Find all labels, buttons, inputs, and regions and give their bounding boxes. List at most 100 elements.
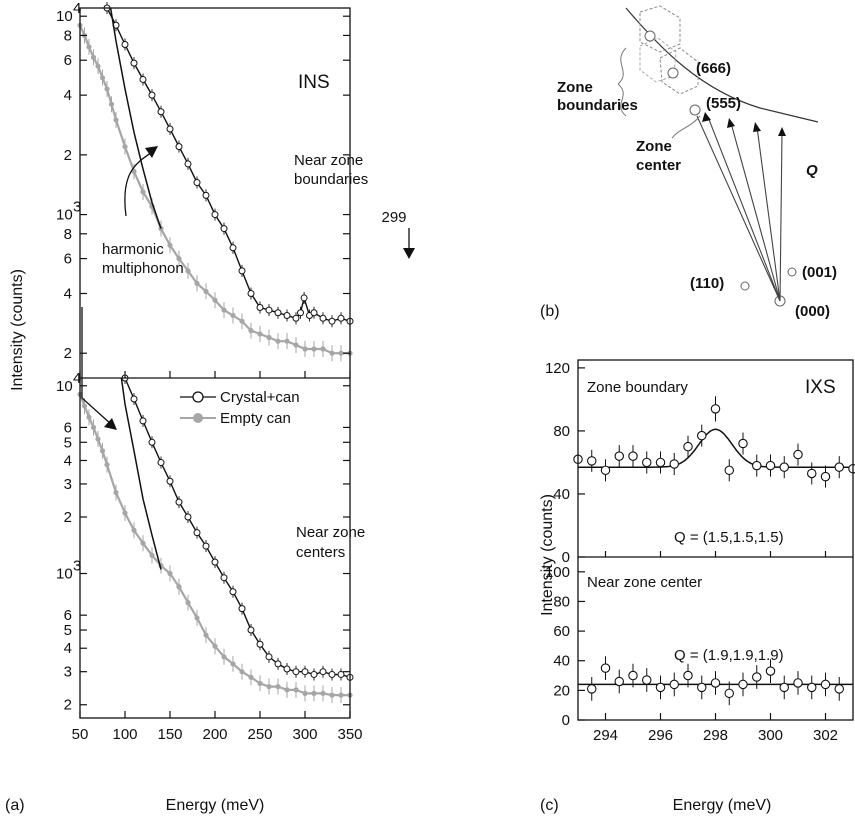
x-tick-label: 50	[72, 726, 89, 743]
y-tick-label: 0	[562, 712, 570, 729]
crystal-can-point	[121, 41, 129, 49]
ixs-point	[793, 449, 803, 460]
crystal-can-point	[148, 438, 156, 446]
ixs-point	[765, 460, 776, 471]
y-tick-label: 120	[545, 360, 570, 377]
empty-can-point	[230, 312, 236, 319]
crystal-can-point	[229, 588, 237, 596]
y-tick-label: 4	[64, 87, 72, 104]
zone-boundary-label: Zone boundary	[587, 379, 688, 396]
lattice-point-555	[689, 104, 701, 116]
empty-can-point	[176, 584, 182, 590]
empty-can-point	[257, 680, 263, 686]
empty-can-point	[194, 280, 200, 286]
harmonic-arrowhead-upper	[145, 146, 158, 158]
empty-can-point	[113, 489, 119, 496]
panel-c-lower-plot	[578, 656, 853, 706]
crystal-can-point	[130, 59, 138, 67]
label-001: (001)	[802, 264, 837, 281]
lattice-point-666-a	[644, 30, 656, 42]
y-tick-label: 5	[64, 622, 72, 639]
lattice-point-110	[740, 281, 750, 291]
empty-can-point	[257, 331, 263, 337]
y-tick-label: 80	[553, 423, 570, 440]
empty-can-point	[81, 403, 88, 409]
harmonic-arrow-lower	[81, 307, 113, 426]
empty-can-point	[311, 690, 317, 696]
x-tick-label: 200	[202, 726, 227, 743]
y-tick-label: 2	[64, 147, 72, 164]
hexagon-zone-1	[639, 5, 681, 53]
empty-can-point	[275, 338, 281, 344]
empty-can-point	[212, 297, 218, 303]
empty-can-point	[248, 674, 254, 680]
panel-a-xlabel: Energy (meV)	[166, 797, 265, 814]
panel-c-xlabel: Energy (meV)	[673, 797, 772, 814]
crystal-can-point	[292, 314, 300, 322]
ixs-point	[710, 678, 721, 688]
crystal-can-point	[220, 574, 228, 582]
crystal-can-point	[166, 477, 174, 485]
empty-can-point	[329, 350, 335, 356]
legend-crystal-marker	[192, 391, 204, 403]
empty-can-point	[311, 346, 317, 352]
ixs-point	[779, 462, 789, 472]
crystal-can-point	[256, 640, 264, 648]
x-tick-label: 300	[758, 727, 783, 744]
crystal-can-point	[265, 306, 273, 314]
q-boundary-label: Q = (1.5,1.5,1.5)	[674, 529, 784, 546]
series-empty-can-line	[78, 394, 350, 697]
harmonic-multiphonon-curve	[109, 7, 162, 229]
panel-b-letter: (b)	[540, 303, 560, 320]
ixs-point	[669, 679, 679, 690]
crystal-can-point	[175, 143, 183, 151]
panel-a-frame	[79, 7, 351, 719]
y-tick-label: 10	[56, 8, 73, 25]
crystal-can-point	[130, 395, 138, 403]
ixs-point	[834, 462, 844, 472]
y-tick-exponent: 3	[73, 199, 81, 216]
crystal-can-point	[283, 665, 291, 673]
lattice-point-001	[787, 267, 797, 277]
ixs-point	[820, 679, 831, 690]
empty-can-point	[99, 448, 106, 454]
y-tick-label: 3	[64, 476, 72, 493]
y-tick-label: 40	[553, 486, 570, 503]
ixs-point	[806, 468, 817, 479]
ixs-title: IXS	[805, 377, 836, 398]
hexagon-zone-2	[659, 47, 699, 95]
ixs-point	[848, 463, 855, 474]
panel-c-letter: (c)	[540, 797, 559, 814]
empty-can-point	[95, 436, 101, 442]
empty-can-point	[122, 144, 128, 150]
empty-can-point	[284, 687, 290, 693]
ixs-point	[738, 679, 748, 690]
panel-c-ylabel: Intensity (counts)	[539, 494, 556, 616]
ixs-point	[724, 688, 734, 699]
crystal-can-point	[274, 660, 282, 668]
crystal-can-point	[229, 244, 237, 252]
crystal-can-point	[175, 498, 183, 506]
x-tick-label: 298	[703, 727, 728, 744]
crystal-can-point	[301, 668, 309, 676]
crystal-can-point	[211, 211, 219, 219]
ixs-point	[655, 682, 666, 693]
crystal-can-point	[310, 309, 318, 317]
legend-empty-label: Empty can	[220, 410, 291, 427]
x-tick-label: 150	[157, 726, 182, 743]
empty-can-point	[86, 414, 92, 420]
y-tick-label: 20	[553, 682, 570, 699]
empty-can-point	[266, 683, 272, 690]
ixs-point	[669, 459, 679, 469]
panel-c-upper-plot	[573, 396, 855, 488]
empty-can-point	[176, 255, 182, 262]
empty-can-point	[221, 307, 227, 313]
x-tick-label: 250	[247, 726, 272, 743]
y-tick-label: 60	[553, 623, 570, 640]
ins-title: INS	[298, 72, 330, 93]
near-zone-center-label: Near zone center	[587, 574, 702, 591]
zone-boundaries-label-1: Zone	[557, 79, 593, 96]
crystal-can-point	[148, 91, 156, 99]
